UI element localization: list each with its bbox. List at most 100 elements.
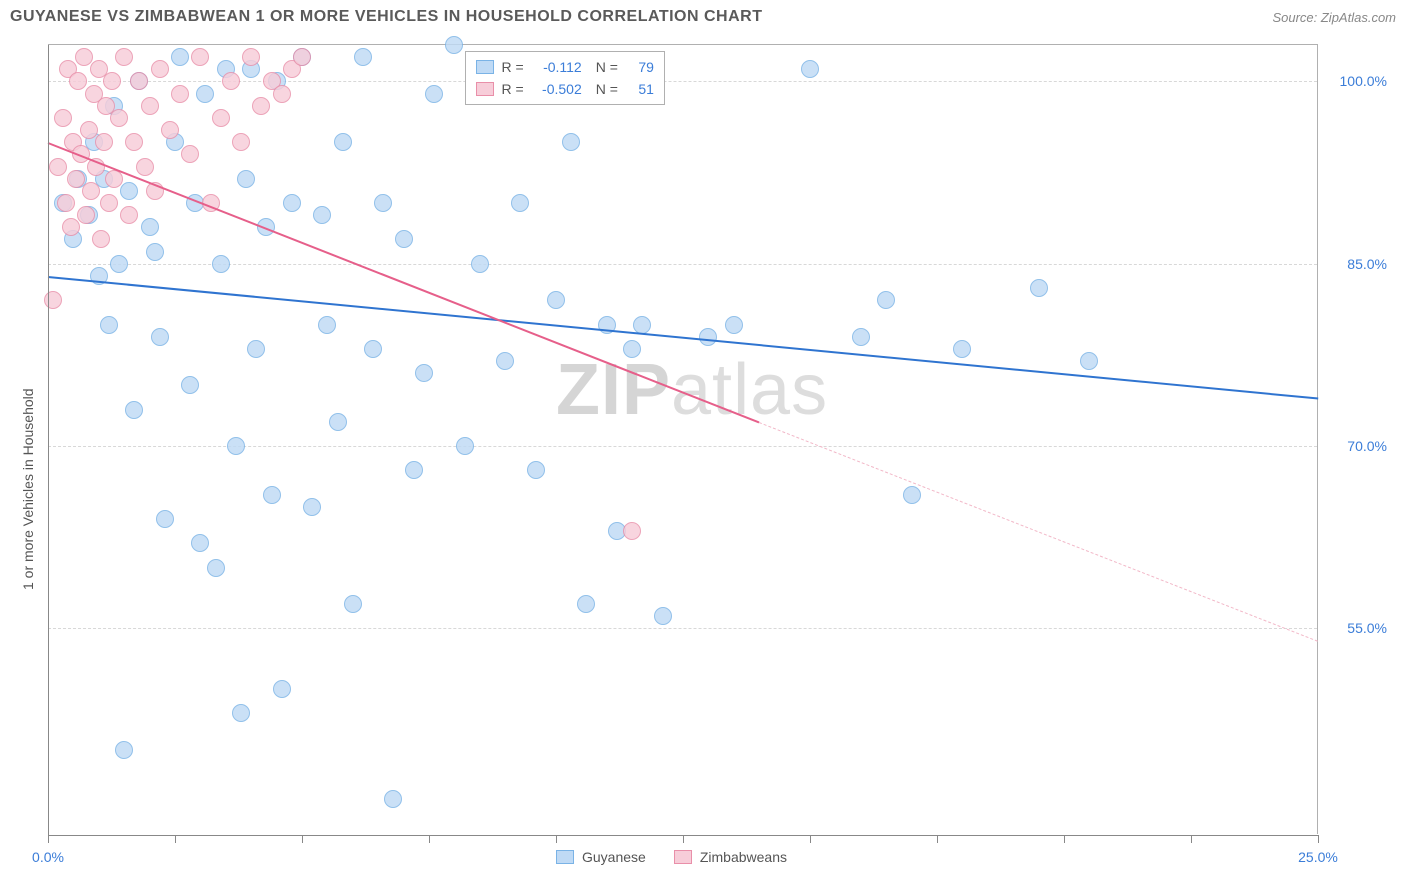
data-point — [496, 352, 514, 370]
data-point — [852, 328, 870, 346]
data-point — [115, 48, 133, 66]
data-point — [293, 48, 311, 66]
data-point — [344, 595, 362, 613]
data-point — [92, 230, 110, 248]
data-point — [547, 291, 565, 309]
data-point — [130, 72, 148, 90]
data-point — [62, 218, 80, 236]
r-value: -0.502 — [532, 78, 582, 100]
x-tick — [683, 835, 684, 843]
data-point — [125, 401, 143, 419]
data-point — [196, 85, 214, 103]
x-tick — [175, 835, 176, 843]
data-point — [100, 316, 118, 334]
data-point — [161, 121, 179, 139]
plot-area: 55.0%70.0%85.0%100.0%ZIPatlas0.0%25.0%R … — [48, 44, 1318, 834]
data-point — [471, 255, 489, 273]
y-tick-label: 55.0% — [1327, 620, 1387, 636]
data-point — [562, 133, 580, 151]
data-point — [511, 194, 529, 212]
data-point — [374, 194, 392, 212]
data-point — [181, 376, 199, 394]
data-point — [252, 97, 270, 115]
zimbabwean-trend — [48, 142, 760, 423]
x-tick — [810, 835, 811, 843]
data-point — [273, 680, 291, 698]
data-point — [212, 255, 230, 273]
r-label: R = — [502, 56, 524, 78]
y-tick-label: 100.0% — [1327, 73, 1387, 89]
data-point — [181, 145, 199, 163]
data-point — [577, 595, 595, 613]
r-value: -0.112 — [532, 56, 582, 78]
data-point — [445, 36, 463, 54]
data-point — [136, 158, 154, 176]
data-point — [242, 48, 260, 66]
x-tick — [1191, 835, 1192, 843]
data-point — [953, 340, 971, 358]
data-point — [67, 170, 85, 188]
data-point — [232, 704, 250, 722]
data-point — [120, 182, 138, 200]
chart-source: Source: ZipAtlas.com — [1272, 10, 1396, 25]
data-point — [49, 158, 67, 176]
data-point — [313, 206, 331, 224]
legend-swatch — [476, 82, 494, 96]
data-point — [141, 218, 159, 236]
data-point — [146, 243, 164, 261]
data-point — [212, 109, 230, 127]
x-tick — [48, 835, 49, 843]
data-point — [44, 291, 62, 309]
data-point — [273, 85, 291, 103]
data-point — [456, 437, 474, 455]
data-point — [82, 182, 100, 200]
zimbabwean-trend-extrapolated — [759, 422, 1318, 642]
data-point — [222, 72, 240, 90]
stats-legend-row: R = -0.112 N = 79 — [476, 56, 654, 78]
data-point — [110, 109, 128, 127]
chart-header: GUYANESE VS ZIMBABWEAN 1 OR MORE VEHICLE… — [10, 8, 1396, 26]
data-point — [334, 133, 352, 151]
data-point — [100, 194, 118, 212]
x-tick — [1318, 835, 1319, 843]
watermark: ZIPatlas — [556, 349, 828, 431]
n-value: 79 — [626, 56, 654, 78]
data-point — [633, 316, 651, 334]
data-point — [54, 109, 72, 127]
legend-label: Zimbabweans — [700, 846, 787, 868]
data-point — [103, 72, 121, 90]
data-point — [191, 534, 209, 552]
data-point — [95, 133, 113, 151]
data-point — [384, 790, 402, 808]
y-tick-label: 85.0% — [1327, 256, 1387, 272]
data-point — [877, 291, 895, 309]
data-point — [151, 60, 169, 78]
data-point — [1030, 279, 1048, 297]
x-tick-label: 25.0% — [1298, 849, 1338, 865]
data-point — [801, 60, 819, 78]
data-point — [623, 340, 641, 358]
data-point — [415, 364, 433, 382]
data-point — [329, 413, 347, 431]
n-label: N = — [596, 56, 618, 78]
data-point — [364, 340, 382, 358]
data-point — [227, 437, 245, 455]
n-value: 51 — [626, 78, 654, 100]
gridline — [48, 628, 1317, 629]
legend-label: Guyanese — [582, 846, 646, 868]
stats-legend-row: R =-0.502N =51 — [476, 78, 654, 100]
y-axis-label: 1 or more Vehicles in Household — [20, 388, 36, 590]
data-point — [120, 206, 138, 224]
chart-title: GUYANESE VS ZIMBABWEAN 1 OR MORE VEHICLE… — [10, 8, 763, 26]
legend-item: Zimbabweans — [674, 846, 787, 868]
data-point — [191, 48, 209, 66]
data-point — [283, 194, 301, 212]
data-point — [57, 194, 75, 212]
data-point — [623, 522, 641, 540]
data-point — [318, 316, 336, 334]
legend-swatch — [476, 60, 494, 74]
stats-legend: R = -0.112 N = 79R =-0.502N =51 — [465, 51, 665, 105]
data-point — [80, 121, 98, 139]
data-point — [156, 510, 174, 528]
x-tick — [302, 835, 303, 843]
